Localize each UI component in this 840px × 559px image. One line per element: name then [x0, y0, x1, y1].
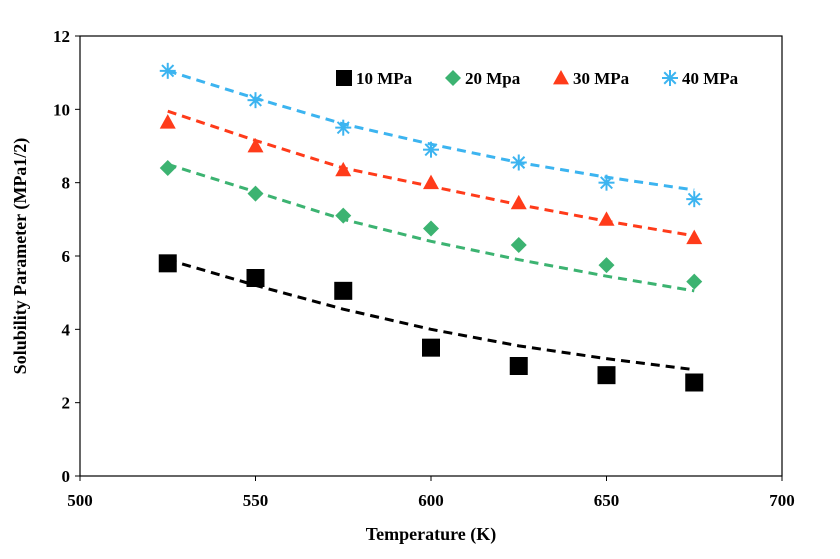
point-30mpa [510, 194, 527, 210]
legend-marker-20mpa [445, 70, 461, 86]
legend: 10 MPa 20 Mpa 30 MPa 40 MPa [336, 69, 739, 88]
point-10mpa [509, 357, 528, 375]
point-20mpa [598, 257, 615, 274]
point-20mpa [686, 273, 703, 290]
x-tick-label: 500 [67, 491, 93, 510]
point-30mpa [686, 229, 703, 245]
point-10mpa [334, 281, 353, 300]
y-tick-label: 0 [62, 467, 71, 486]
y-axis-title: Solubility Parameter (MPa1/2) [10, 138, 31, 375]
point-20mpa [423, 220, 439, 237]
legend-marker-40mpa [662, 70, 678, 86]
y-axis-ticks: 0 2 4 6 8 10 12 [53, 27, 80, 486]
legend-label-30mpa: 30 MPa [573, 69, 630, 88]
point-10mpa [597, 366, 616, 385]
y-tick-label: 10 [53, 100, 70, 119]
point-30mpa [247, 138, 264, 153]
point-20mpa [510, 237, 527, 253]
point-40mpa [159, 62, 176, 79]
legend-label-10mpa: 10 MPa [356, 69, 413, 88]
data-points [158, 62, 704, 392]
point-20mpa [159, 160, 176, 176]
y-tick-label: 6 [62, 247, 71, 266]
x-tick-label: 650 [594, 491, 620, 510]
y-tick-label: 8 [62, 174, 71, 193]
point-30mpa [159, 114, 176, 129]
point-10mpa [422, 338, 440, 357]
x-tick-label: 700 [769, 491, 795, 510]
legend-label-40mpa: 40 MPa [682, 69, 739, 88]
point-30mpa [423, 174, 439, 190]
legend-label-20mpa: 20 Mpa [465, 69, 521, 88]
y-tick-label: 4 [62, 320, 71, 339]
point-40mpa [247, 92, 264, 109]
point-10mpa [158, 254, 177, 273]
point-40mpa [423, 141, 439, 158]
point-30mpa [598, 211, 615, 226]
point-10mpa [246, 269, 265, 287]
x-tick-label: 600 [418, 491, 444, 510]
point-40mpa [510, 154, 527, 171]
x-axis-title: Temperature (K) [366, 524, 496, 545]
plot-area [79, 35, 783, 477]
point-30mpa [335, 161, 352, 177]
x-tick-label: 550 [243, 491, 269, 510]
point-10mpa [685, 373, 704, 392]
point-20mpa [335, 207, 352, 224]
legend-marker-30mpa [553, 70, 569, 85]
point-40mpa [686, 191, 703, 208]
point-40mpa [598, 174, 615, 191]
legend-marker-10mpa [336, 70, 352, 86]
y-tick-label: 2 [62, 394, 71, 413]
x-axis-ticks: 500 550 600 650 700 [67, 476, 795, 510]
y-tick-label: 12 [53, 27, 70, 46]
point-20mpa [247, 185, 264, 202]
point-40mpa [335, 119, 352, 136]
